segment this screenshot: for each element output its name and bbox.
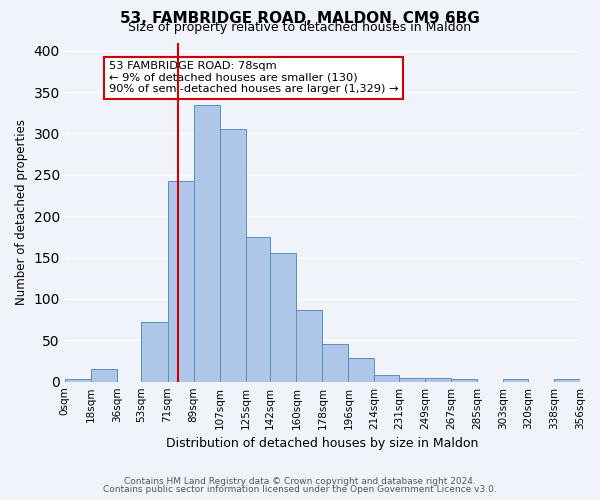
Bar	[142, 322, 167, 382]
Bar	[296, 310, 322, 382]
Bar	[270, 254, 296, 382]
Bar	[399, 378, 425, 382]
Bar	[65, 379, 91, 382]
Bar	[503, 379, 528, 382]
Bar	[245, 237, 270, 382]
Text: 53 FAMBRIDGE ROAD: 78sqm
← 9% of detached houses are smaller (130)
90% of semi-d: 53 FAMBRIDGE ROAD: 78sqm ← 9% of detache…	[109, 61, 398, 94]
Text: Size of property relative to detached houses in Maldon: Size of property relative to detached ho…	[128, 22, 472, 35]
Text: Contains HM Land Registry data © Crown copyright and database right 2024.: Contains HM Land Registry data © Crown c…	[124, 477, 476, 486]
Bar	[349, 358, 374, 382]
Y-axis label: Number of detached properties: Number of detached properties	[15, 119, 28, 305]
Bar	[451, 379, 477, 382]
Bar	[425, 378, 451, 382]
Bar	[220, 130, 245, 382]
Bar	[167, 182, 194, 382]
Text: 53, FAMBRIDGE ROAD, MALDON, CM9 6BG: 53, FAMBRIDGE ROAD, MALDON, CM9 6BG	[120, 11, 480, 26]
Bar	[374, 375, 399, 382]
Bar	[91, 370, 117, 382]
Bar	[554, 379, 580, 382]
X-axis label: Distribution of detached houses by size in Maldon: Distribution of detached houses by size …	[166, 437, 479, 450]
Text: Contains public sector information licensed under the Open Government Licence v3: Contains public sector information licen…	[103, 485, 497, 494]
Bar	[194, 104, 220, 382]
Bar	[322, 344, 349, 382]
